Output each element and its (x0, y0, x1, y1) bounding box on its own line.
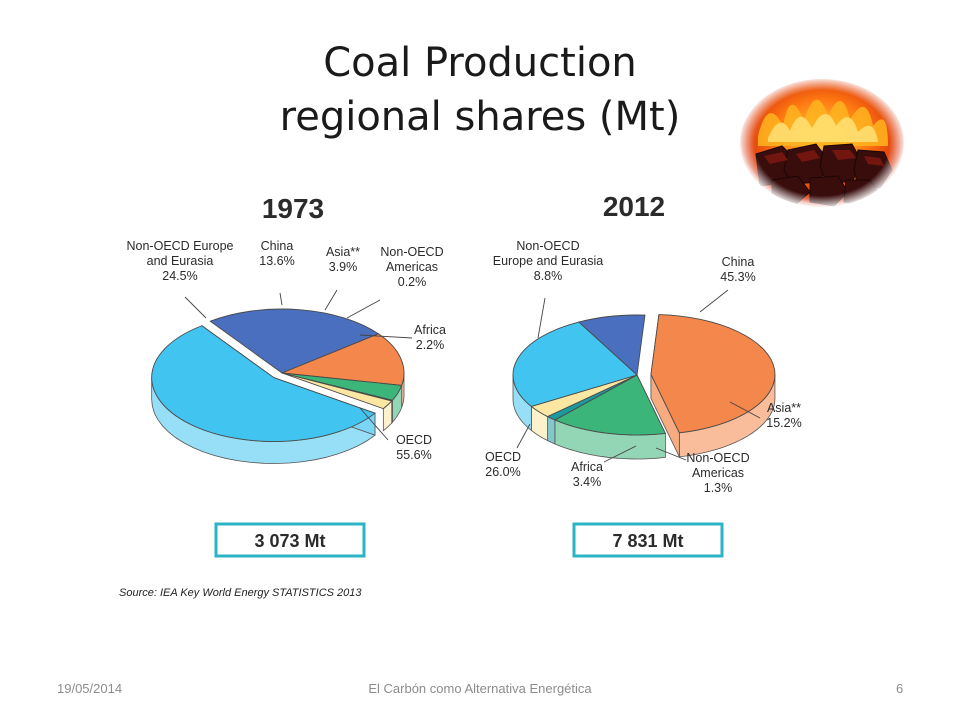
total-value-1973: 3 073 Mt (254, 531, 325, 551)
leader-line-2012-non-oecd-europe-and-eurasia (537, 297, 546, 339)
total-value-2012: 7 831 Mt (612, 531, 683, 551)
label-1973-asia: Asia** 3.9% (326, 245, 360, 274)
footer-date: 19/05/2014 (57, 681, 123, 696)
slice-1973-oecd (151, 325, 376, 442)
label-1973-non-oecd-americas: Non-OECD Americas 0.2% (380, 245, 443, 289)
label-1973-africa: Africa 2.2% (414, 323, 446, 352)
burning-coal-image (738, 77, 906, 209)
chart-2012: 2012 Non-OECD Europe and Eurasia 8.8% China… (485, 191, 802, 558)
leader-line-1973-non-oecd-americas (346, 299, 381, 319)
slice-1973-non-oecd-europe-and-eurasia (209, 308, 380, 374)
label-2012-africa: Africa 3.4% (571, 460, 603, 489)
label-2012-non-oecd-americas: Non-OECD Americas 1.3% (686, 451, 749, 495)
chart-year-1973: 1973 (262, 193, 324, 224)
leader-line-2012-asia (729, 401, 761, 419)
slice-2012-asia (553, 374, 667, 436)
label-2012-oecd: OECD 26.0% (485, 450, 521, 479)
title-line-2: regional shares (Mt) (279, 94, 681, 140)
label-2012-non-oecd-europe-and-eurasia: Non-OECD Europe and Eurasia 8.8% (493, 239, 604, 283)
chart-year-2012: 2012 (603, 191, 665, 222)
leader-line-2012-oecd (516, 423, 531, 449)
total-box-1973 (214, 522, 366, 558)
footer-presentation-title: El Carbón como Alternativa Energética (368, 681, 592, 696)
footer-page-number: 6 (896, 681, 904, 696)
chart-1973: 1973 Non-OECD Europe and Eurasia 24.5% Chin… (127, 193, 446, 558)
slice-1973-africa (281, 372, 393, 410)
leader-line-1973-non-oecd-europe-and-eurasia (184, 296, 207, 319)
slide-title: Coal Production regional shares (Mt) (160, 36, 800, 144)
leader-line-1973-africa (359, 334, 413, 339)
slice-side-2012-non-oecd-americas (547, 415, 556, 445)
leader-line-2012-china (699, 289, 729, 313)
label-2012-asia: Asia** 15.2% (766, 401, 801, 430)
label-1973-china: China 13.6% (259, 239, 294, 268)
source-note: Source: IEA Key World Energy STATISTICS … (119, 587, 362, 599)
slice-2012-oecd (512, 321, 638, 407)
label-1973-non-oecd-europe-and-eurasia: Non-OECD Europe and Eurasia 24.5% (127, 239, 234, 283)
total-box-2012 (572, 522, 724, 558)
leader-line-1973-asia (324, 289, 338, 311)
title-line-1: Coal Production (323, 40, 637, 86)
leader-line-1973-china (279, 292, 283, 306)
slice-2012-china (650, 314, 776, 434)
label-2012-china: China 45.3% (720, 255, 755, 284)
leader-line-1973-oecd (359, 407, 389, 441)
leader-line-2012-non-oecd-americas (655, 447, 687, 461)
label-1973-oecd: OECD 55.6% (396, 433, 432, 462)
leader-line-2012-africa (603, 445, 637, 463)
